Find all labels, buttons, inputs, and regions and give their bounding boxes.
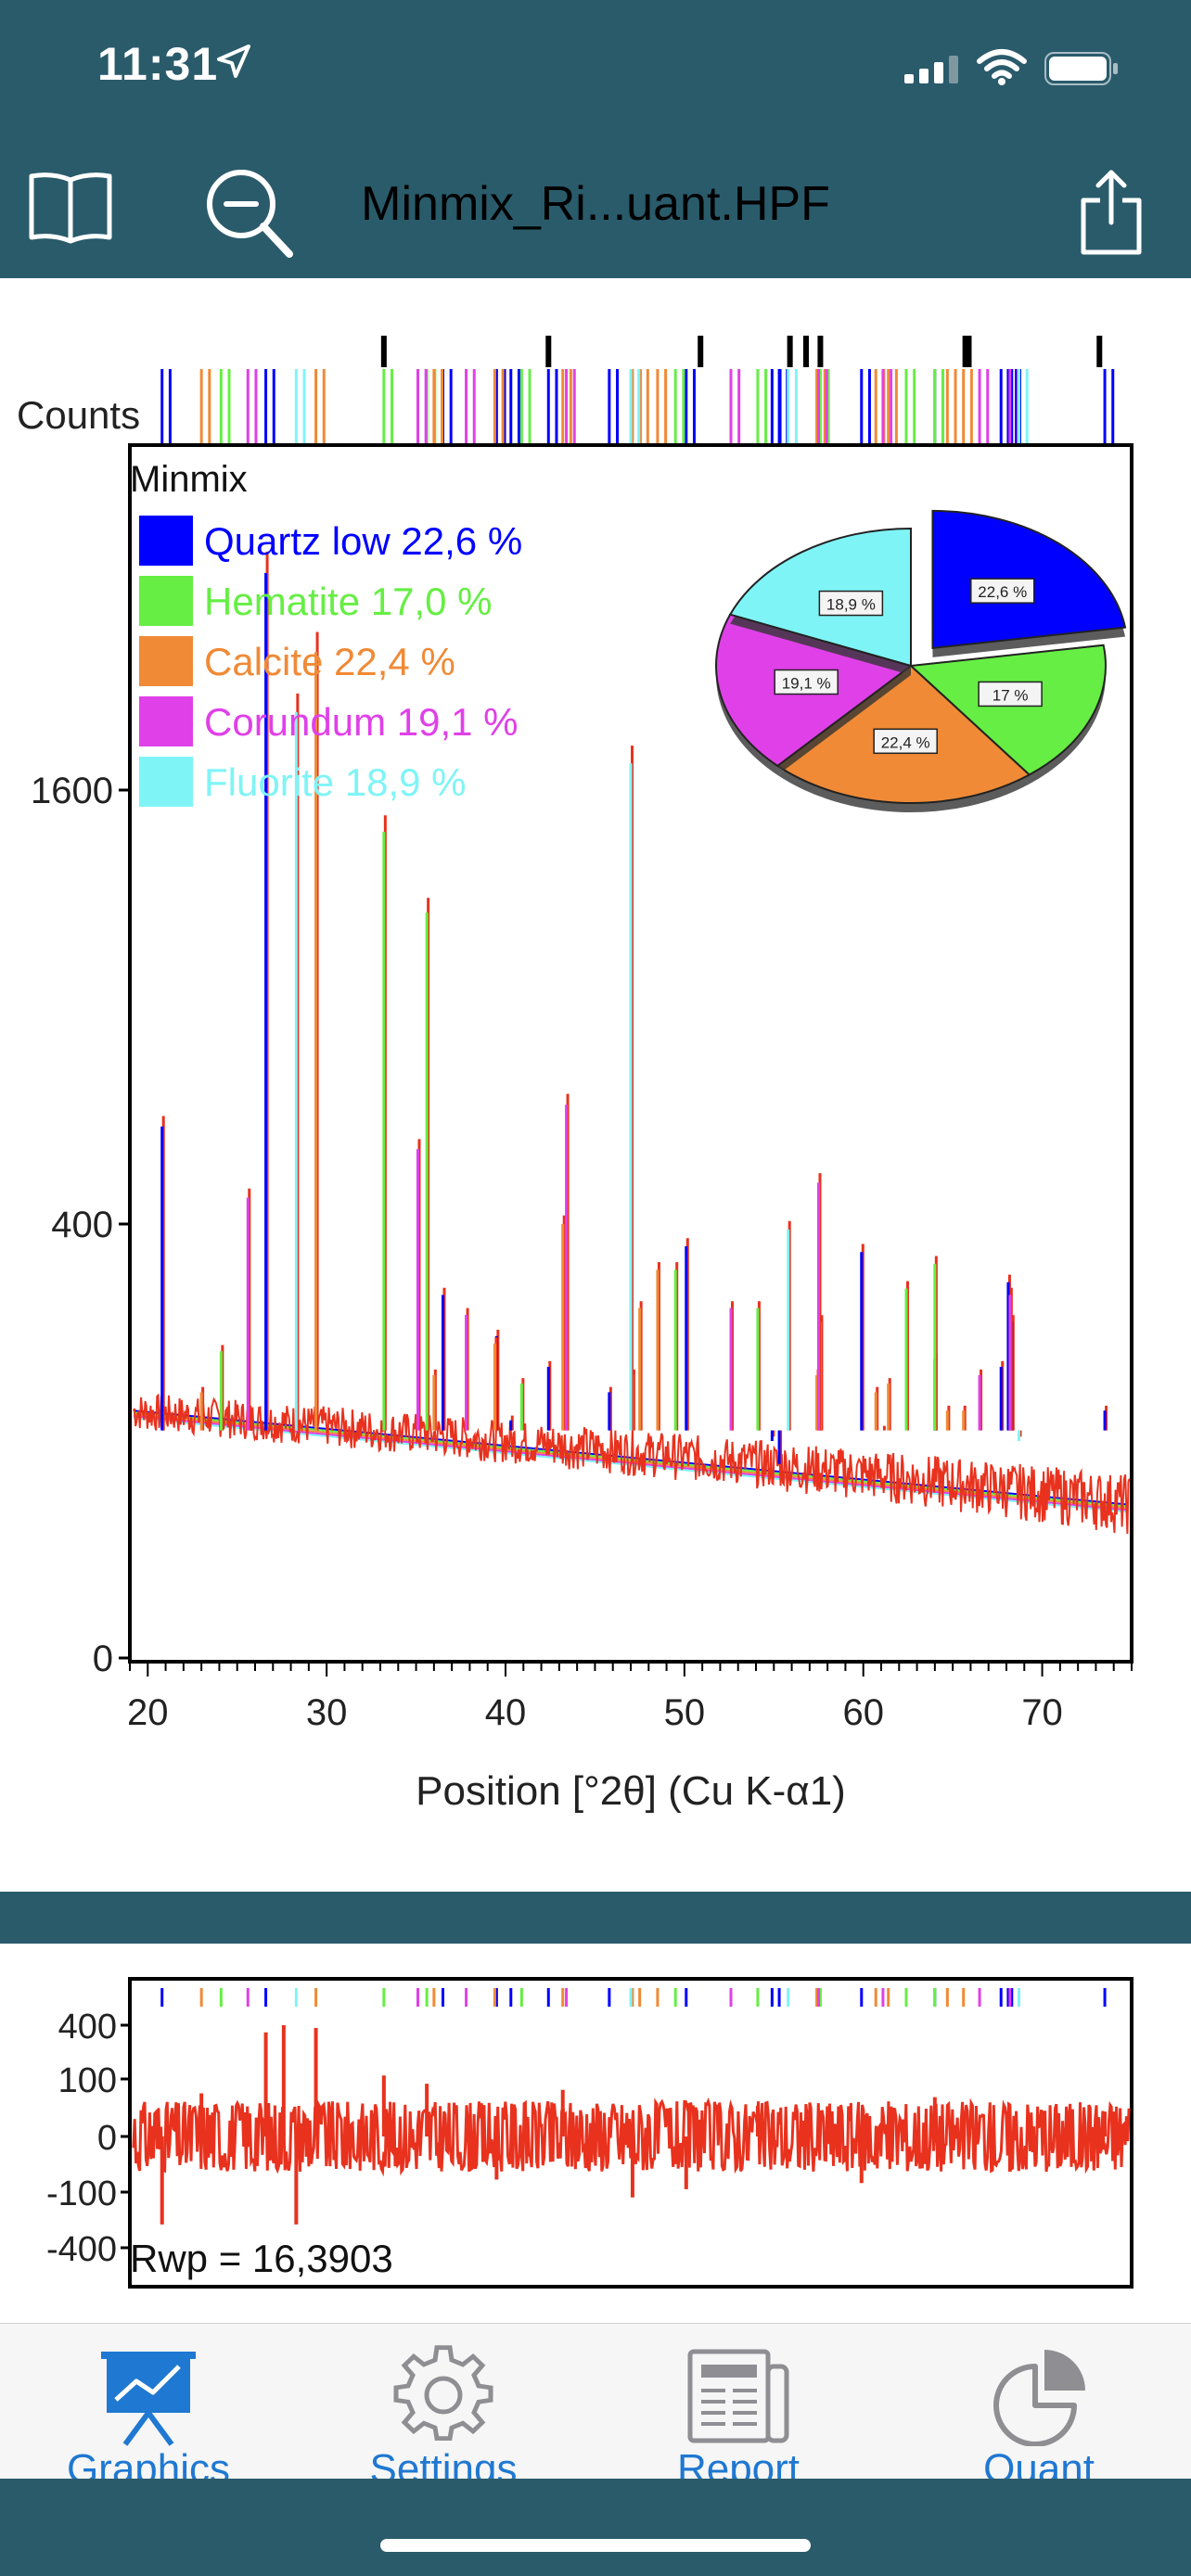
tab-bar	[0, 2323, 1191, 2480]
pie-chart-icon	[993, 2350, 1085, 2446]
legend-swatch	[139, 516, 193, 566]
legend-label: Corundum 19,1 %	[204, 700, 519, 744]
legend-label: Fluorite 18,9 %	[204, 760, 466, 804]
observed-intensity-line	[132, 1393, 1131, 1535]
diff-y-tick-label: 100	[58, 2061, 117, 2100]
rwp-label: Rwp = 16,3903	[130, 2237, 393, 2280]
report-document-icon	[687, 2349, 789, 2443]
cellular-signal-icon	[904, 56, 958, 83]
legend-label: Calcite 22,4 %	[204, 640, 455, 683]
diff-y-tick-label: -400	[46, 2230, 117, 2269]
x-tick-label: 30	[306, 1692, 348, 1733]
x-tick-label: 50	[664, 1692, 706, 1733]
y-axis-label: Counts	[17, 393, 140, 437]
zoom-out-icon[interactable]	[202, 165, 295, 261]
x-tick-label: 20	[127, 1692, 169, 1733]
diff-y-tick-label: 400	[58, 2008, 117, 2047]
legend-swatch	[139, 576, 193, 626]
difference-plot[interactable]: 400 100 0 -100 -400 Rwp = 16,3903	[0, 1944, 1191, 2323]
x-tick-label: 60	[842, 1692, 884, 1733]
pie-slice-label: 22,6 %	[978, 583, 1027, 601]
location-arrow-icon	[217, 45, 250, 78]
legend-label: Hematite 17,0 %	[204, 580, 493, 623]
tab-settings[interactable]: Settings	[341, 2337, 545, 2492]
section-divider	[0, 1892, 1191, 1944]
pie-slice-label: 17 %	[992, 686, 1029, 704]
legend-swatch	[139, 696, 193, 746]
legend-swatch	[139, 757, 193, 807]
sample-name: Minmix	[130, 459, 248, 500]
wifi-icon	[977, 49, 1027, 85]
pie-slice	[908, 644, 1107, 776]
y-tick-label: 1600	[31, 771, 113, 811]
home-indicator[interactable]	[380, 2539, 811, 2552]
legend-swatch	[139, 636, 193, 686]
y-tick-label: 0	[93, 1639, 113, 1679]
status-time: 11:31	[97, 38, 219, 90]
tab-graphics[interactable]: Graphics	[46, 2337, 250, 2492]
battery-icon	[1044, 52, 1118, 85]
pie-label-box	[873, 728, 938, 755]
x-tick-label: 40	[485, 1692, 527, 1733]
pie-slice-label: 19,1 %	[782, 675, 831, 693]
legend-label: Quartz low 22,6 %	[204, 519, 522, 563]
presentation-chart-icon	[101, 2352, 196, 2446]
document-title: Minmix_Ri...uant.HPF	[361, 177, 830, 231]
main-pattern-chart[interactable]: Counts 0 400 1600 20 30 40 50 60 70 Minmix Quar…	[0, 278, 1191, 1892]
gear-icon	[393, 2345, 493, 2442]
pie-label-box	[978, 681, 1043, 708]
tab-quant[interactable]: Quant	[937, 2337, 1141, 2492]
x-tick-label: 70	[1021, 1692, 1063, 1733]
diff-y-tick-label: 0	[97, 2119, 117, 2158]
tab-report[interactable]: Report	[636, 2337, 840, 2492]
y-tick-label: 400	[51, 1205, 113, 1245]
pie-label-box	[970, 578, 1035, 604]
pie-label-box	[774, 669, 839, 695]
book-icon[interactable]	[28, 169, 113, 247]
navigation-bar	[0, 139, 1191, 278]
pie-slice-label: 18,9 %	[826, 596, 876, 614]
status-bar: 11:31	[0, 0, 1191, 139]
pie-slice-label: 22,4 %	[881, 733, 930, 751]
share-icon[interactable]	[1078, 167, 1145, 256]
diff-y-tick-label: -100	[46, 2174, 117, 2213]
x-axis-label: Position [°2θ] (Cu K-α1)	[416, 1768, 846, 1814]
home-area	[0, 2479, 1191, 2576]
pie-label-box	[818, 590, 884, 617]
